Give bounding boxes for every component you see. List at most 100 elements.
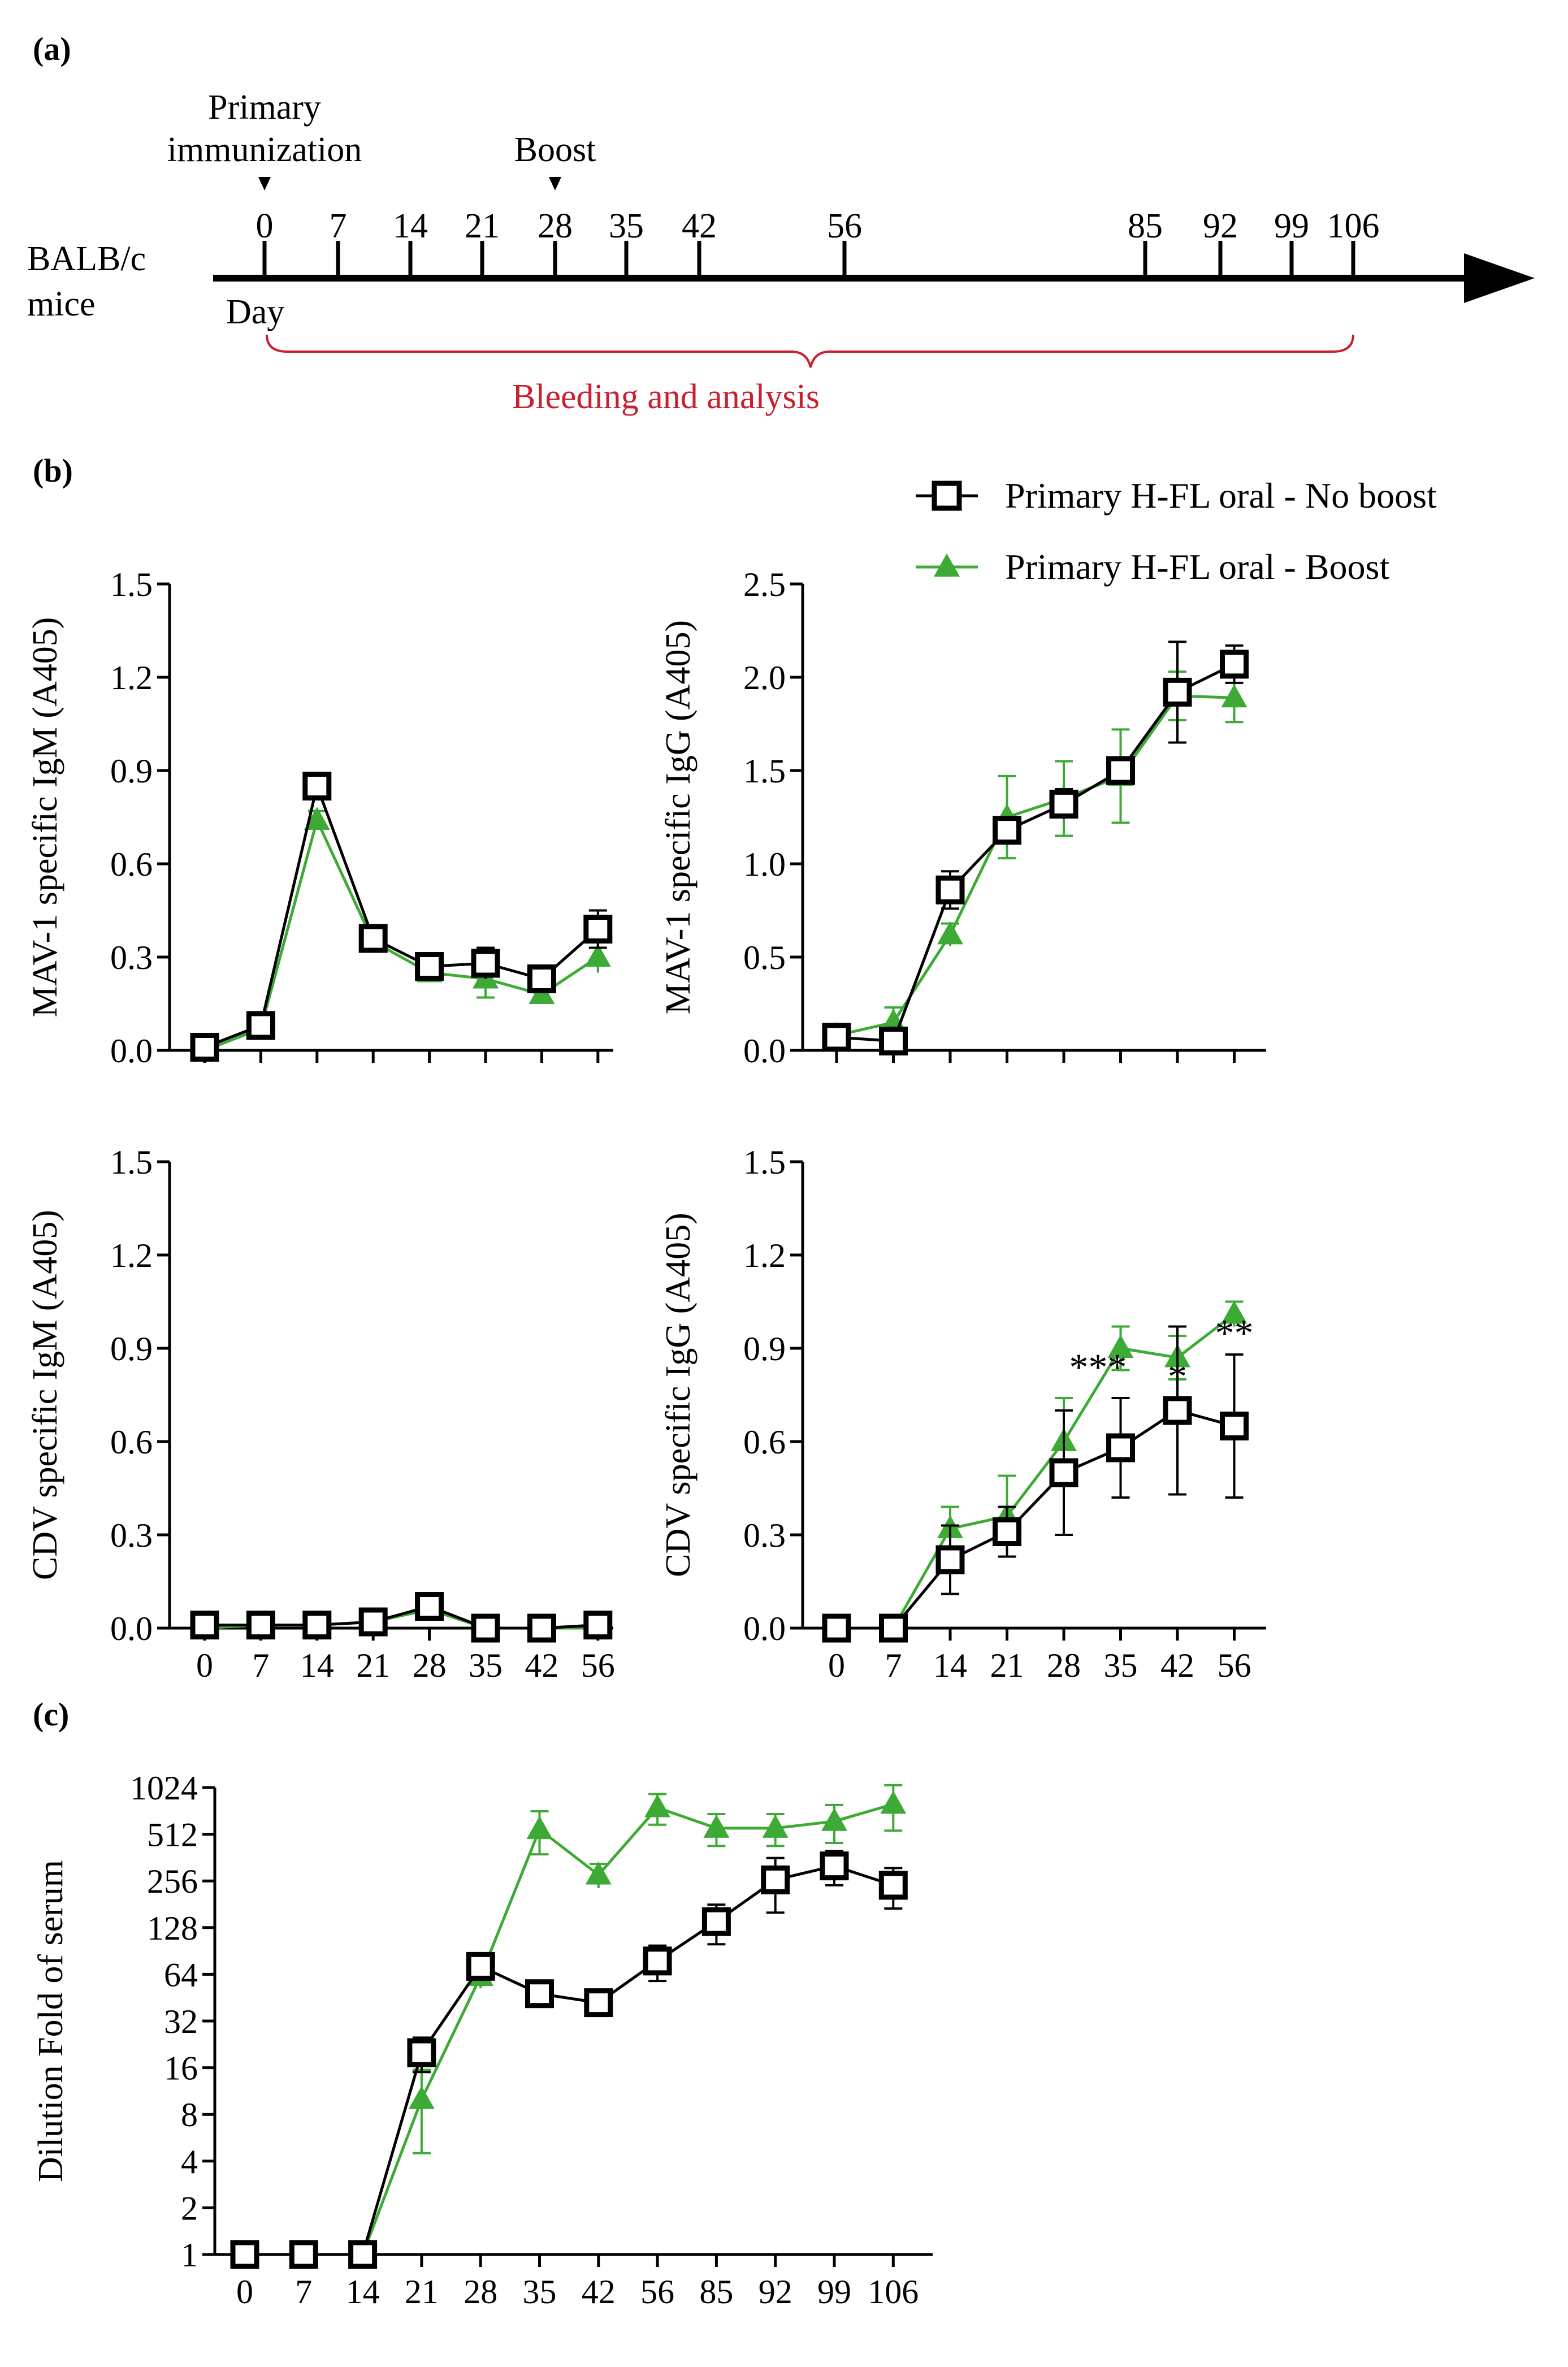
y-tick-label: 0.0 [110, 1032, 153, 1070]
point-boost [880, 1790, 907, 1814]
timeline-day-85: 85 [1128, 207, 1163, 245]
point-boost [1221, 684, 1248, 708]
point-no-boost [1049, 1458, 1078, 1487]
timeline-boost-label: Boost [514, 131, 596, 169]
point-no-boost [471, 949, 500, 978]
point-no-boost [935, 1545, 965, 1574]
y-axis-label: Dilution Fold of serum [32, 1860, 70, 2182]
y-tick-label: 4 [181, 2143, 198, 2180]
y-tick-label: 0.9 [743, 1330, 786, 1368]
y-tick-label: 0.3 [110, 1517, 153, 1554]
y-tick-label: 64 [164, 1956, 198, 1993]
y-tick-label: 256 [147, 1863, 198, 1900]
point-no-boost [407, 2038, 436, 2067]
x-tick-label: 56 [1218, 1647, 1251, 1684]
y-axis-label: MAV-1 specific IgG (A405) [659, 620, 698, 1014]
series-line-boost [836, 694, 1235, 1037]
y-tick-label: 0.9 [110, 1330, 153, 1368]
y-axis-label: MAV-1 specific IgM (A405) [26, 617, 64, 1018]
y-tick-label: 1.2 [110, 659, 153, 696]
x-tick-label: 42 [525, 1647, 558, 1684]
y-tick-label: 2.5 [743, 566, 786, 603]
y-tick-label: 1.5 [110, 1144, 153, 1181]
legend: Primary H-FL oral - No boost Primary H-F… [916, 475, 1437, 587]
significance-label: * [1168, 1355, 1187, 1398]
y-tick-label: 2 [181, 2189, 198, 2227]
y-tick-label: 0.0 [110, 1610, 153, 1647]
boost-marker-icon [549, 177, 561, 191]
y-tick-label: 0.6 [743, 1423, 786, 1461]
timeline-day-0: 0 [256, 207, 274, 245]
point-no-boost [246, 1011, 275, 1040]
point-no-boost [302, 772, 332, 800]
x-tick-label: 0 [236, 2273, 253, 2310]
point-boost [584, 944, 611, 967]
chart-mav1-igg: 0.0 0.5 1.0 1.5 2.0 2.5 MAV-1 specific IgG (A4… [659, 566, 1266, 1070]
y-tick-label: 16 [164, 2050, 198, 2087]
point-no-boost [993, 816, 1021, 845]
significance-label: *** [1069, 1345, 1127, 1388]
point-no-boost [1106, 1433, 1135, 1462]
legend-boost-label: Primary H-FL oral - Boost [1005, 547, 1389, 587]
timeline-day-99: 99 [1274, 207, 1309, 245]
x-tick-label: 0 [196, 1647, 213, 1684]
point-no-boost [878, 1871, 908, 1900]
timeline-subject-line1: BALB/c [27, 240, 146, 278]
panel-label-a: (a) [33, 31, 71, 67]
point-no-boost [471, 1613, 500, 1643]
x-tick-label: 0 [828, 1647, 845, 1684]
y-tick-label: 0.5 [743, 939, 786, 976]
point-no-boost [1220, 650, 1249, 679]
timeline-day-35: 35 [609, 207, 644, 245]
point-boost [644, 1794, 671, 1818]
y-tick-label: 0.6 [110, 846, 153, 883]
point-boost [762, 1814, 789, 1838]
point-no-boost [879, 1027, 908, 1055]
x-tick-label: 28 [1047, 1647, 1081, 1684]
x-tick-label: 7 [252, 1647, 269, 1684]
point-no-boost [701, 1907, 731, 1936]
point-no-boost [527, 1613, 556, 1643]
point-boost [304, 807, 330, 830]
series-line-no-boost [837, 1409, 1235, 1630]
y-tick-label: 1.2 [110, 1237, 153, 1274]
chart-cdv-igg: 0.0 0.3 0.6 0.9 1.2 1.5 0 7 14 21 28 35 42 56 CDV spec… [659, 1144, 1266, 1684]
y-axis-label: CDV specific IgM (A405) [26, 1210, 64, 1580]
chart-dilution-fold: 1 2 4 8 16 32 64 128 256 512 1024 0 7 14 21 28 35 42 56 85 9… [32, 1769, 933, 2310]
point-no-boost [879, 1613, 908, 1643]
panel-label-c: (c) [33, 1696, 69, 1733]
timeline-day-42: 42 [682, 207, 717, 245]
point-no-boost [643, 1946, 672, 1976]
point-no-boost [1049, 789, 1078, 819]
point-no-boost [358, 1607, 388, 1637]
point-no-boost [246, 1611, 275, 1639]
y-tick-label: 2.0 [743, 659, 786, 696]
point-boost [703, 1814, 730, 1838]
y-tick-label: 1.0 [743, 846, 786, 883]
point-no-boost [1220, 1412, 1249, 1440]
series-line-boost [837, 1313, 1236, 1630]
x-tick-label: 14 [300, 1647, 334, 1684]
y-tick-label: 1024 [130, 1769, 198, 1807]
x-tick-label: 92 [759, 2273, 792, 2310]
point-boost [821, 1807, 847, 1831]
x-tick-label: 106 [868, 2273, 919, 2310]
timeline-subject-line2: mice [27, 285, 96, 323]
y-tick-label: 8 [181, 2096, 198, 2134]
bleeding-bracket [266, 334, 1354, 368]
y-tick-label: 1.5 [110, 566, 153, 603]
panel-label-b: (b) [33, 452, 73, 489]
point-no-boost [190, 1611, 219, 1639]
point-no-boost [583, 915, 613, 944]
immunization-timeline: BALB/c mice Day Primary immunization Boo… [27, 88, 1535, 416]
timeline-day-28: 28 [538, 207, 573, 245]
timeline-primary-line1: Primary [208, 88, 321, 127]
point-no-boost [289, 2240, 318, 2269]
point-boost [408, 2085, 435, 2109]
point-no-boost [1163, 1396, 1192, 1425]
legend-boost-triangle-icon [934, 553, 960, 577]
y-tick-label: 0.9 [110, 752, 153, 790]
series-line-no-boost [204, 781, 599, 1049]
timeline-day-106: 106 [1327, 207, 1380, 245]
primary-marker-icon [258, 177, 271, 191]
